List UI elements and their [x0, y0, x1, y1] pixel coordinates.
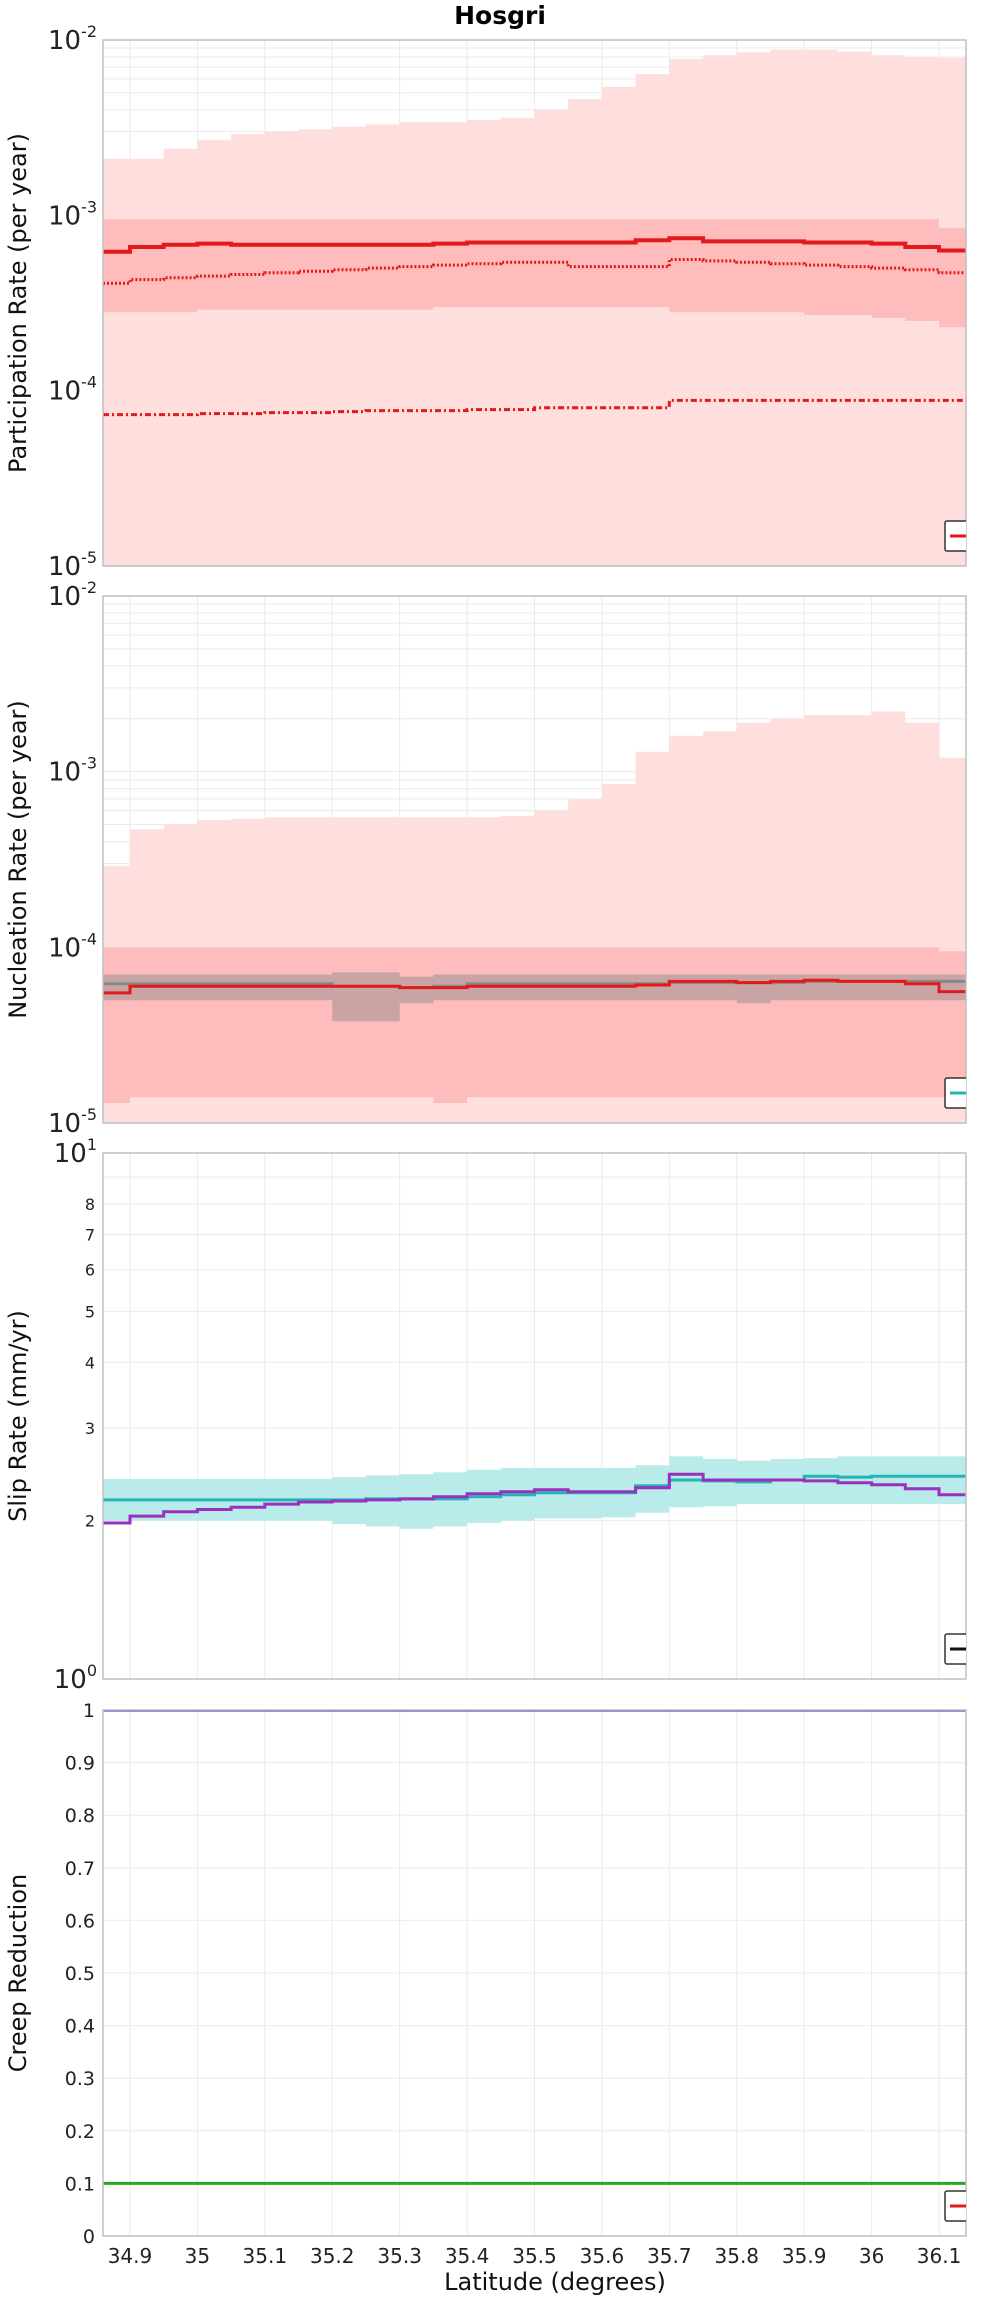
x-tick-label: 35.9: [782, 2244, 827, 2268]
plot-area: [103, 1710, 966, 2185]
x-tick-label: 35.2: [310, 2244, 355, 2268]
band-1: [103, 947, 966, 1103]
legend: [944, 2190, 966, 2222]
x-axis-label: Latitude (degrees): [444, 2268, 666, 2296]
panel-creep: 0 0.1 0.2 0.3 0.4 0.5 0.6 0.7 0.8 0.9 1 Creep Reduc…: [4, 1700, 967, 2248]
y-tick-label: 0: [83, 2226, 95, 2248]
x-ticks: 34.9 35 35.1 35.2 35.3 35.4 35.5 35.6 35.7 35.8 35…: [108, 2244, 962, 2268]
series-line-1: [103, 258, 966, 285]
plot-area: [103, 711, 966, 1123]
y-minor-tick-label: 2: [85, 1512, 95, 1531]
y-tick-label: 10-3: [48, 754, 97, 788]
y-minor-tick-label: 3: [85, 1419, 95, 1438]
panels: 10-5 10-4 10-3 10-2 Participation Rate (per …: [4, 22, 967, 2268]
y-tick-label: 10-4: [48, 929, 97, 963]
x-tick-label: 35: [185, 2244, 210, 2268]
y-tick-label: 10-4: [48, 373, 97, 407]
x-tick-label: 35.1: [243, 2244, 288, 2268]
y-minor-tick-label: 8: [85, 1195, 95, 1214]
x-tick-label: 36: [859, 2244, 884, 2268]
y-tick-label: 0.7: [65, 1858, 95, 1880]
y-minor-tick-label: 7: [85, 1225, 95, 1244]
panel-nucleation: 10-5 10-4 10-3 10-2 Nucleation Rate (per yea…: [4, 578, 967, 1139]
y-tick-label: 100: [54, 1661, 97, 1695]
y-axis-label: Participation Rate (per year): [4, 133, 32, 473]
y-tick-label: 0.5: [65, 1963, 95, 1985]
y-tick-label: 0.9: [65, 1753, 95, 1775]
y-tick-label: 0.8: [65, 1805, 95, 1827]
y-minor-tick-label: 6: [85, 1261, 95, 1280]
y-tick-label: 0.4: [65, 2016, 95, 2038]
x-tick-label: 35.5: [512, 2244, 557, 2268]
y-axis-label: Slip Rate (mm/yr): [4, 1310, 32, 1522]
panel-participation: 10-5 10-4 10-3 10-2 Participation Rate (per …: [4, 22, 967, 582]
y-axis-label: Creep Reduction: [4, 1874, 32, 2072]
y-axis-label: Nucleation Rate (per year): [4, 700, 32, 1019]
y-tick-label: 10-2: [48, 22, 97, 56]
x-tick-label: 36.1: [917, 2244, 962, 2268]
series-line-1: [103, 1472, 966, 1525]
series-line-0: [103, 236, 966, 254]
x-tick-label: 34.9: [108, 2244, 153, 2268]
y-minor-tick-label: 5: [85, 1302, 95, 1321]
legend: [944, 1633, 966, 1665]
legend: [944, 1077, 966, 1109]
y-tick-label: 0.6: [65, 1910, 95, 1932]
y-tick-label: 0.1: [65, 2173, 95, 2195]
legend: [944, 520, 966, 552]
y-tick-label: 1: [83, 1700, 95, 1722]
y-tick-label: 10-5: [48, 548, 97, 582]
x-tick-label: 35.6: [580, 2244, 625, 2268]
plot-area: [103, 49, 966, 566]
x-tick-label: 35.8: [715, 2244, 760, 2268]
x-tick-label: 35.7: [647, 2244, 692, 2268]
y-tick-label: 10-5: [48, 1105, 97, 1139]
gridlines: [103, 1709, 966, 2237]
plot-frame: [102, 595, 967, 1124]
plot-frame: [102, 1152, 967, 1680]
series-line-1: [103, 978, 966, 995]
y-tick-label: 101: [54, 1135, 97, 1169]
plot-frame: [102, 39, 967, 567]
y-tick-label: 0.2: [65, 2121, 95, 2143]
x-tick-label: 35.3: [377, 2244, 422, 2268]
x-tick-label: 35.4: [445, 2244, 490, 2268]
gridlines: [103, 1153, 966, 1680]
y-tick-label: 10-3: [48, 197, 97, 231]
y-tick-label: 0.3: [65, 2068, 95, 2090]
y-minor-tick-label: 4: [85, 1353, 95, 1372]
panel-slip: 100 101 2 3 4 5 6 7 8 Slip Rate (mm/yr): [4, 1135, 967, 1695]
series-line-2: [103, 398, 966, 417]
chart-title: Hosgri: [454, 1, 546, 30]
y-tick-label: 10-2: [48, 578, 97, 612]
plot-frame: [102, 1709, 967, 2237]
plot-area: [103, 1456, 966, 1529]
band-0: [103, 49, 966, 566]
